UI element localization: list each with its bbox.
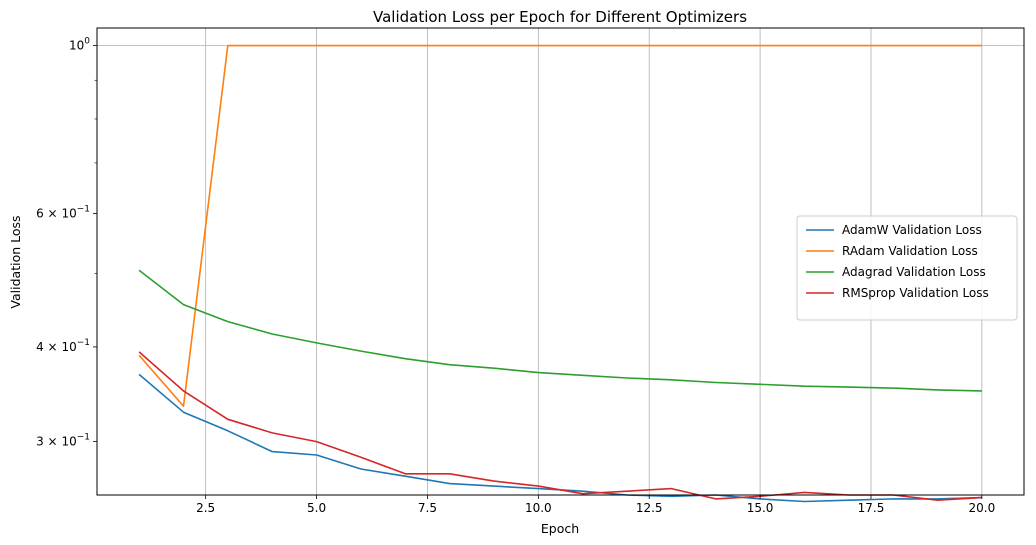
legend: AdamW Validation Loss RAdam Validation Lo…: [796, 215, 1018, 321]
legend-label-rmsprop: RMSprop Validation Loss: [842, 286, 989, 300]
adagrad-series-line: [138, 269, 982, 392]
x-tick-label: 2.5: [196, 501, 215, 515]
x-axis-label: Epoch: [541, 521, 579, 536]
series-layer: [138, 44, 982, 503]
x-tick-label: 20.0: [969, 501, 996, 515]
legend-label-adamw: AdamW Validation Loss: [842, 223, 982, 237]
legend-label-radam: RAdam Validation Loss: [842, 244, 978, 258]
y-tick-label: 6 × 10−1: [36, 205, 90, 221]
x-tick-label: 10.0: [525, 501, 552, 515]
y-axis: 100 6 × 10−1 4 × 10−1 3 × 10−1: [36, 37, 97, 449]
y-tick-label: 4 × 10−1: [36, 338, 90, 354]
radam-series-line: [138, 44, 982, 408]
legend-box: [796, 215, 1018, 321]
y-tick-label: 100: [69, 37, 90, 53]
x-tick-label: 17.5: [858, 501, 885, 515]
plot-frame: [96, 27, 1025, 496]
y-axis-label: Validation Loss: [8, 215, 23, 308]
x-tick-label: 7.5: [418, 501, 437, 515]
x-axis: 2.5 5.0 7.5 10.0 12.5 15.0 17.5 20.0: [196, 495, 995, 515]
x-tick-label: 12.5: [636, 501, 663, 515]
y-tick-label: 3 × 10−1: [36, 433, 90, 449]
x-tick-label: 5.0: [307, 501, 326, 515]
legend-label-adagrad: Adagrad Validation Loss: [842, 265, 986, 279]
chart-title: Validation Loss per Epoch for Different …: [373, 8, 747, 26]
x-tick-label: 15.0: [747, 501, 774, 515]
